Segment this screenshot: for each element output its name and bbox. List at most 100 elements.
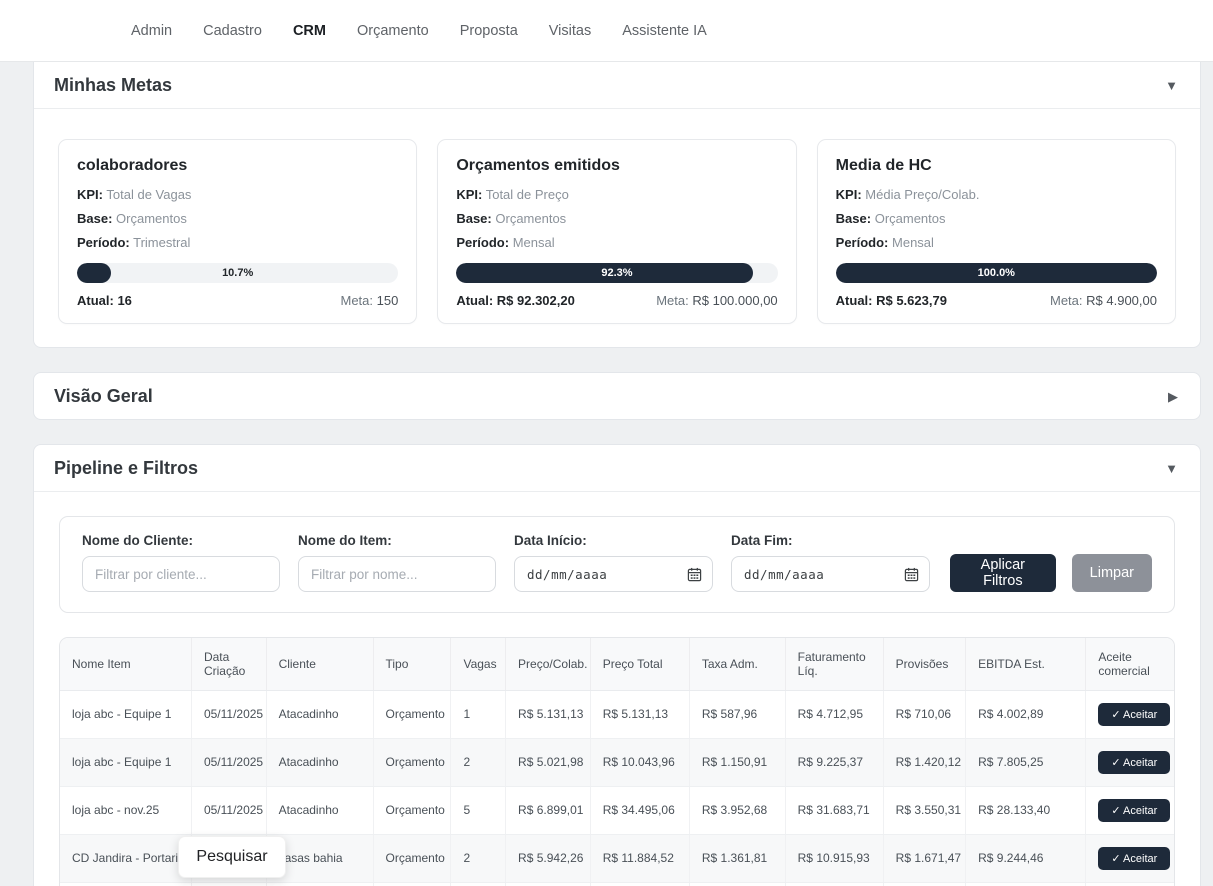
cell-aceite: ✓ Aceitar: [1085, 690, 1174, 739]
calendar-icon[interactable]: [904, 567, 919, 582]
progress-bar: 100.0%: [835, 263, 1157, 283]
cell-taxa: R$ 3.952,68: [689, 786, 786, 835]
cell-tipo: Orçamento: [373, 882, 452, 886]
atual-value: Atual: R$ 5.623,79: [835, 293, 947, 308]
table-header-row: Nome Item Data Criação Cliente Tipo Vagas Pre…: [60, 638, 1174, 691]
minhas-metas-title: Minhas Metas: [54, 75, 173, 95]
data-fim-value: dd/mm/aaaa: [744, 566, 825, 582]
cell-preco_colab: R$ 5.942,26: [505, 834, 591, 883]
kpi-footer: Atual: R$ 92.302,20 Meta: R$ 100.000,00: [456, 293, 777, 308]
pipeline-header: Pipeline e Filtros ▼: [34, 445, 1200, 492]
data-inicio-label: Data Início:: [514, 533, 587, 548]
progress-fill: [835, 263, 1157, 283]
limpar-button[interactable]: Limpar: [1071, 554, 1152, 592]
cell-tipo: Orçamento: [373, 738, 452, 787]
nav-item-visitas[interactable]: Visitas: [548, 22, 592, 39]
cell-tipo: Orçamento: [373, 690, 452, 739]
item-filter-input[interactable]: [298, 556, 496, 592]
item-label: Nome do Item:: [298, 533, 392, 548]
chevron-right-icon[interactable]: ▶: [1168, 389, 1178, 404]
filter-item-group: Nome do Item:: [298, 533, 496, 592]
aplicar-filtros-button[interactable]: Aplicar Filtros: [950, 554, 1056, 592]
data-inicio-input[interactable]: dd/mm/aaaa: [514, 556, 713, 592]
column-header: Taxa Adm.: [689, 638, 786, 691]
nav-item-proposta[interactable]: Proposta: [459, 22, 518, 39]
cell-nome: loja abc - Equipe 1: [60, 738, 192, 787]
kpi-line: KPI: Média Preço/Colab.: [835, 187, 980, 202]
aceitar-button[interactable]: ✓ Aceitar: [1098, 750, 1171, 774]
cell-cliente: Atacadinho: [266, 786, 374, 835]
kpi-line: KPI: Total de Preço: [456, 187, 569, 202]
pipeline-body: Nome do Cliente: Nome do Item: Data Iníc…: [34, 492, 1200, 886]
cell-aceite: ✓ Aceitar: [1085, 738, 1174, 787]
column-header: Nome Item: [60, 638, 192, 691]
cell-aceite: ✓ Aceitar: [1085, 834, 1174, 883]
cell-taxa: R$ 1.361,81: [689, 834, 786, 883]
nav-item-orçamento[interactable]: Orçamento: [356, 22, 429, 39]
visao-geral-title: Visão Geral: [54, 386, 153, 406]
cell-preco_total: R$ 10.043,96: [590, 738, 690, 787]
cell-provisoes: R$ 3.550,31: [883, 786, 967, 835]
aceitar-button[interactable]: ✓ Aceitar: [1098, 798, 1171, 822]
cell-nome: loja abc - Equipe 1: [60, 690, 192, 739]
column-header: Faturamento Líq.: [785, 638, 884, 691]
cell-ebitda: R$ 4.002,89: [965, 690, 1087, 739]
cell-taxa: R$ 1.150,91: [689, 738, 786, 787]
cell-data: 05/11/2025: [191, 690, 267, 739]
cliente-filter-input[interactable]: [82, 556, 280, 592]
column-header: Data Criação: [191, 638, 267, 691]
column-header: Tipo: [373, 638, 452, 691]
visao-geral-header[interactable]: Visão Geral ▶: [34, 373, 1200, 419]
pesquisar-tooltip: Pesquisar: [178, 836, 286, 878]
nav-item-crm[interactable]: CRM: [292, 22, 326, 39]
atual-value: Atual: 16: [77, 293, 132, 308]
cell-preco_total: R$ 30.747,53: [590, 882, 690, 886]
periodo-line: Período: Mensal: [835, 235, 934, 250]
cell-nome: CD Jandira - Portaria: [60, 834, 192, 883]
cell-faturamento: R$ 28.241,68: [785, 882, 884, 886]
table-row: CD Jandira - Limpeza05/11/2025casas bahi…: [60, 882, 1174, 886]
meta-value: Meta: R$ 4.900,00: [1050, 293, 1157, 308]
periodo-line: Período: Trimestral: [77, 235, 191, 250]
cell-provisoes: R$ 4.069,37: [883, 882, 967, 886]
cell-provisoes: R$ 1.420,12: [883, 738, 967, 787]
minhas-metas-header: Minhas Metas ▼: [34, 62, 1200, 109]
chevron-down-icon[interactable]: ▼: [1165, 461, 1178, 476]
cell-vagas: 5: [450, 786, 507, 835]
cell-preco_colab: R$ 5.131,13: [505, 690, 591, 739]
cell-cliente: casas bahia: [266, 882, 374, 886]
cliente-label: Nome do Cliente:: [82, 533, 194, 548]
kpi-card-title: colaboradores: [77, 157, 188, 174]
cell-taxa: R$ 587,96: [689, 690, 786, 739]
filter-data-inicio-group: Data Início: dd/mm/aaaa: [514, 533, 713, 592]
nav-item-admin[interactable]: Admin: [131, 22, 173, 39]
cell-faturamento: R$ 9.225,37: [785, 738, 884, 787]
progress-percent: 10.7%: [222, 267, 254, 279]
periodo-line: Período: Mensal: [456, 235, 555, 250]
calendar-icon[interactable]: [687, 567, 702, 582]
kpi-card: Orçamentos emitidos KPI: Total de Preço Ba…: [437, 139, 797, 324]
cell-faturamento: R$ 10.915,93: [785, 834, 884, 883]
section-visao-geral: Visão Geral ▶: [33, 372, 1201, 420]
base-line: Base: Orçamentos: [77, 211, 187, 226]
cell-data: 05/11/2025: [191, 882, 267, 886]
cell-preco_total: R$ 11.884,52: [590, 834, 690, 883]
cell-cliente: Atacadinho: [266, 738, 374, 787]
chevron-down-icon[interactable]: ▼: [1165, 78, 1178, 93]
kpi-footer: Atual: R$ 5.623,79 Meta: R$ 4.900,00: [836, 293, 1157, 308]
aceitar-button[interactable]: ✓ Aceitar: [1098, 702, 1171, 726]
kpi-card: colaboradores KPI: Total de Vagas Base: Or…: [58, 139, 418, 324]
column-header: Cliente: [266, 638, 374, 691]
aceitar-button[interactable]: ✓ Aceitar: [1098, 846, 1171, 870]
cell-ebitda: R$ 9.244,46: [965, 834, 1087, 883]
cell-preco_colab: R$ 6.899,01: [505, 786, 591, 835]
table-row: loja abc - Equipe 1 05/11/2025 Atacadinho O…: [60, 738, 1174, 787]
nav-item-assistente-ia[interactable]: Assistente IA: [622, 22, 707, 39]
cell-data: 05/11/2025: [191, 738, 267, 787]
column-header: Provisões: [883, 638, 967, 691]
kpi-card-title: Media de HC: [835, 157, 932, 174]
atual-value: Atual: R$ 92.302,20: [456, 293, 575, 308]
data-fim-input[interactable]: dd/mm/aaaa: [731, 556, 930, 592]
metas-cards-container: colaboradores KPI: Total de Vagas Base: Or…: [34, 109, 1200, 347]
nav-item-cadastro[interactable]: Cadastro: [203, 22, 262, 39]
